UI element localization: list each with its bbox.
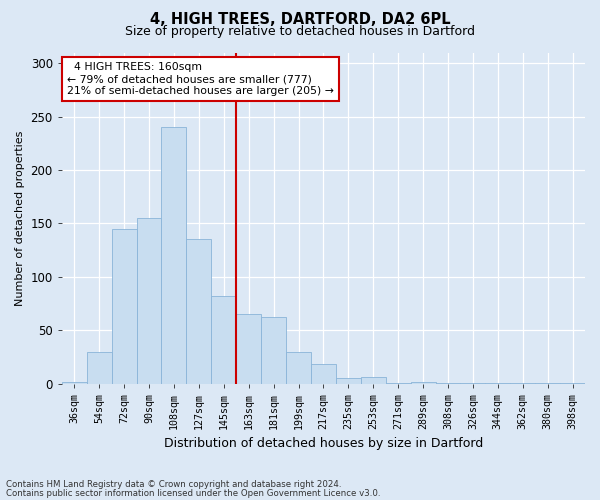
- Bar: [62, 382, 87, 384]
- Bar: [560, 382, 585, 384]
- X-axis label: Distribution of detached houses by size in Dartford: Distribution of detached houses by size …: [164, 437, 483, 450]
- Bar: [510, 382, 535, 384]
- Bar: [386, 382, 410, 384]
- Bar: [286, 352, 311, 384]
- Bar: [137, 218, 161, 384]
- Bar: [261, 318, 286, 384]
- Text: Contains public sector information licensed under the Open Government Licence v3: Contains public sector information licen…: [6, 488, 380, 498]
- Bar: [236, 314, 261, 384]
- Bar: [535, 382, 560, 384]
- Bar: [485, 382, 510, 384]
- Bar: [161, 128, 187, 384]
- Bar: [187, 240, 211, 384]
- Text: Size of property relative to detached houses in Dartford: Size of property relative to detached ho…: [125, 25, 475, 38]
- Bar: [336, 378, 361, 384]
- Bar: [112, 229, 137, 384]
- Text: 4, HIGH TREES, DARTFORD, DA2 6PL: 4, HIGH TREES, DARTFORD, DA2 6PL: [149, 12, 451, 28]
- Bar: [361, 377, 386, 384]
- Bar: [460, 382, 485, 384]
- Bar: [436, 382, 460, 384]
- Bar: [211, 296, 236, 384]
- Bar: [87, 352, 112, 384]
- Y-axis label: Number of detached properties: Number of detached properties: [15, 130, 25, 306]
- Text: 4 HIGH TREES: 160sqm  
← 79% of detached houses are smaller (777)
21% of semi-de: 4 HIGH TREES: 160sqm ← 79% of detached h…: [67, 62, 334, 96]
- Bar: [311, 364, 336, 384]
- Bar: [410, 382, 436, 384]
- Text: Contains HM Land Registry data © Crown copyright and database right 2024.: Contains HM Land Registry data © Crown c…: [6, 480, 341, 489]
